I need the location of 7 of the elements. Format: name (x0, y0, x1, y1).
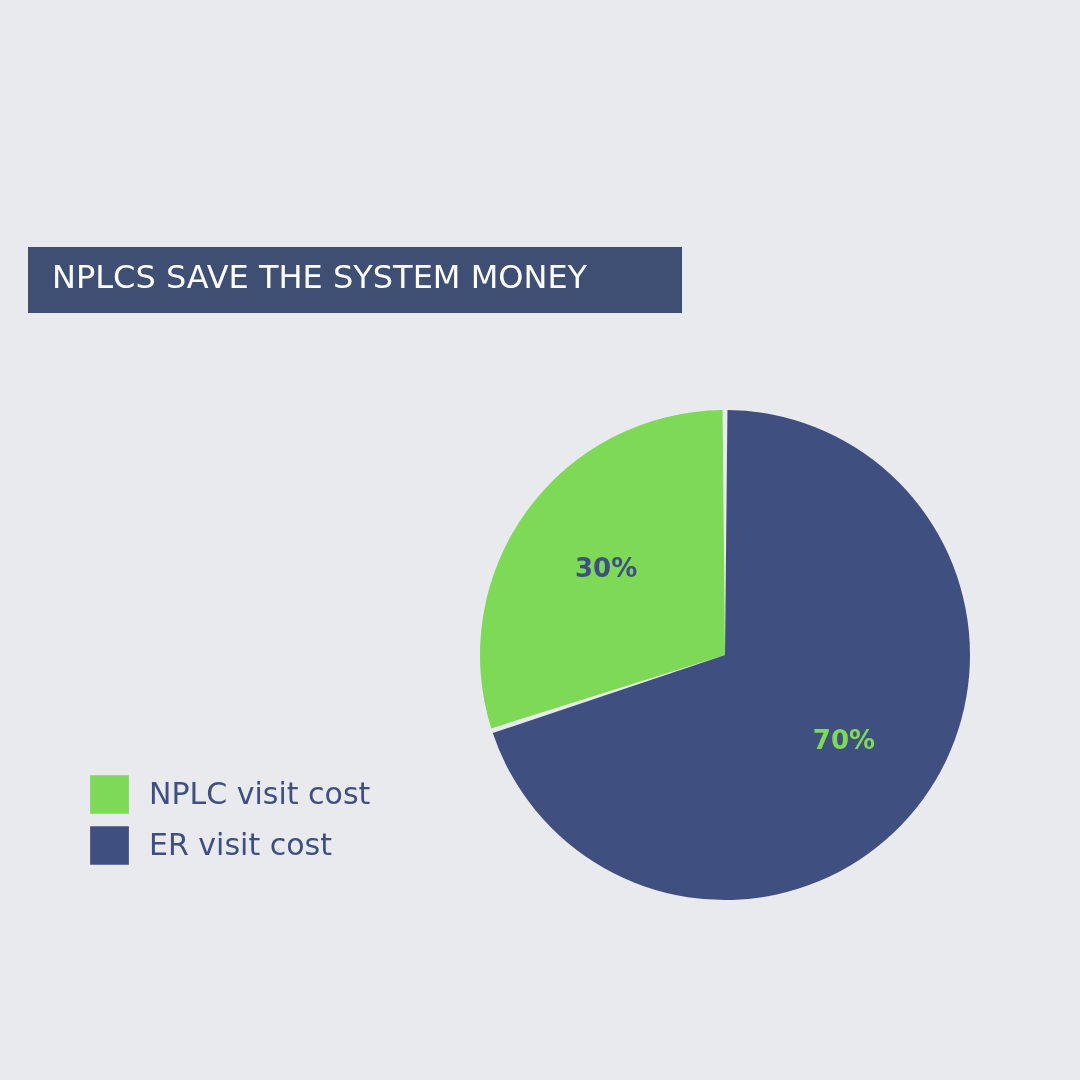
data-label: 30% (574, 552, 638, 583)
data-label: 70% (812, 725, 876, 756)
pie-slice (480, 410, 725, 729)
chart-title: NPLCS SAVE THE SYSTEM MONEY (52, 258, 588, 296)
legend-label: NPLC visit cost (149, 775, 371, 811)
legend-label: ER visit cost (149, 826, 333, 862)
pie-slice (492, 410, 970, 900)
